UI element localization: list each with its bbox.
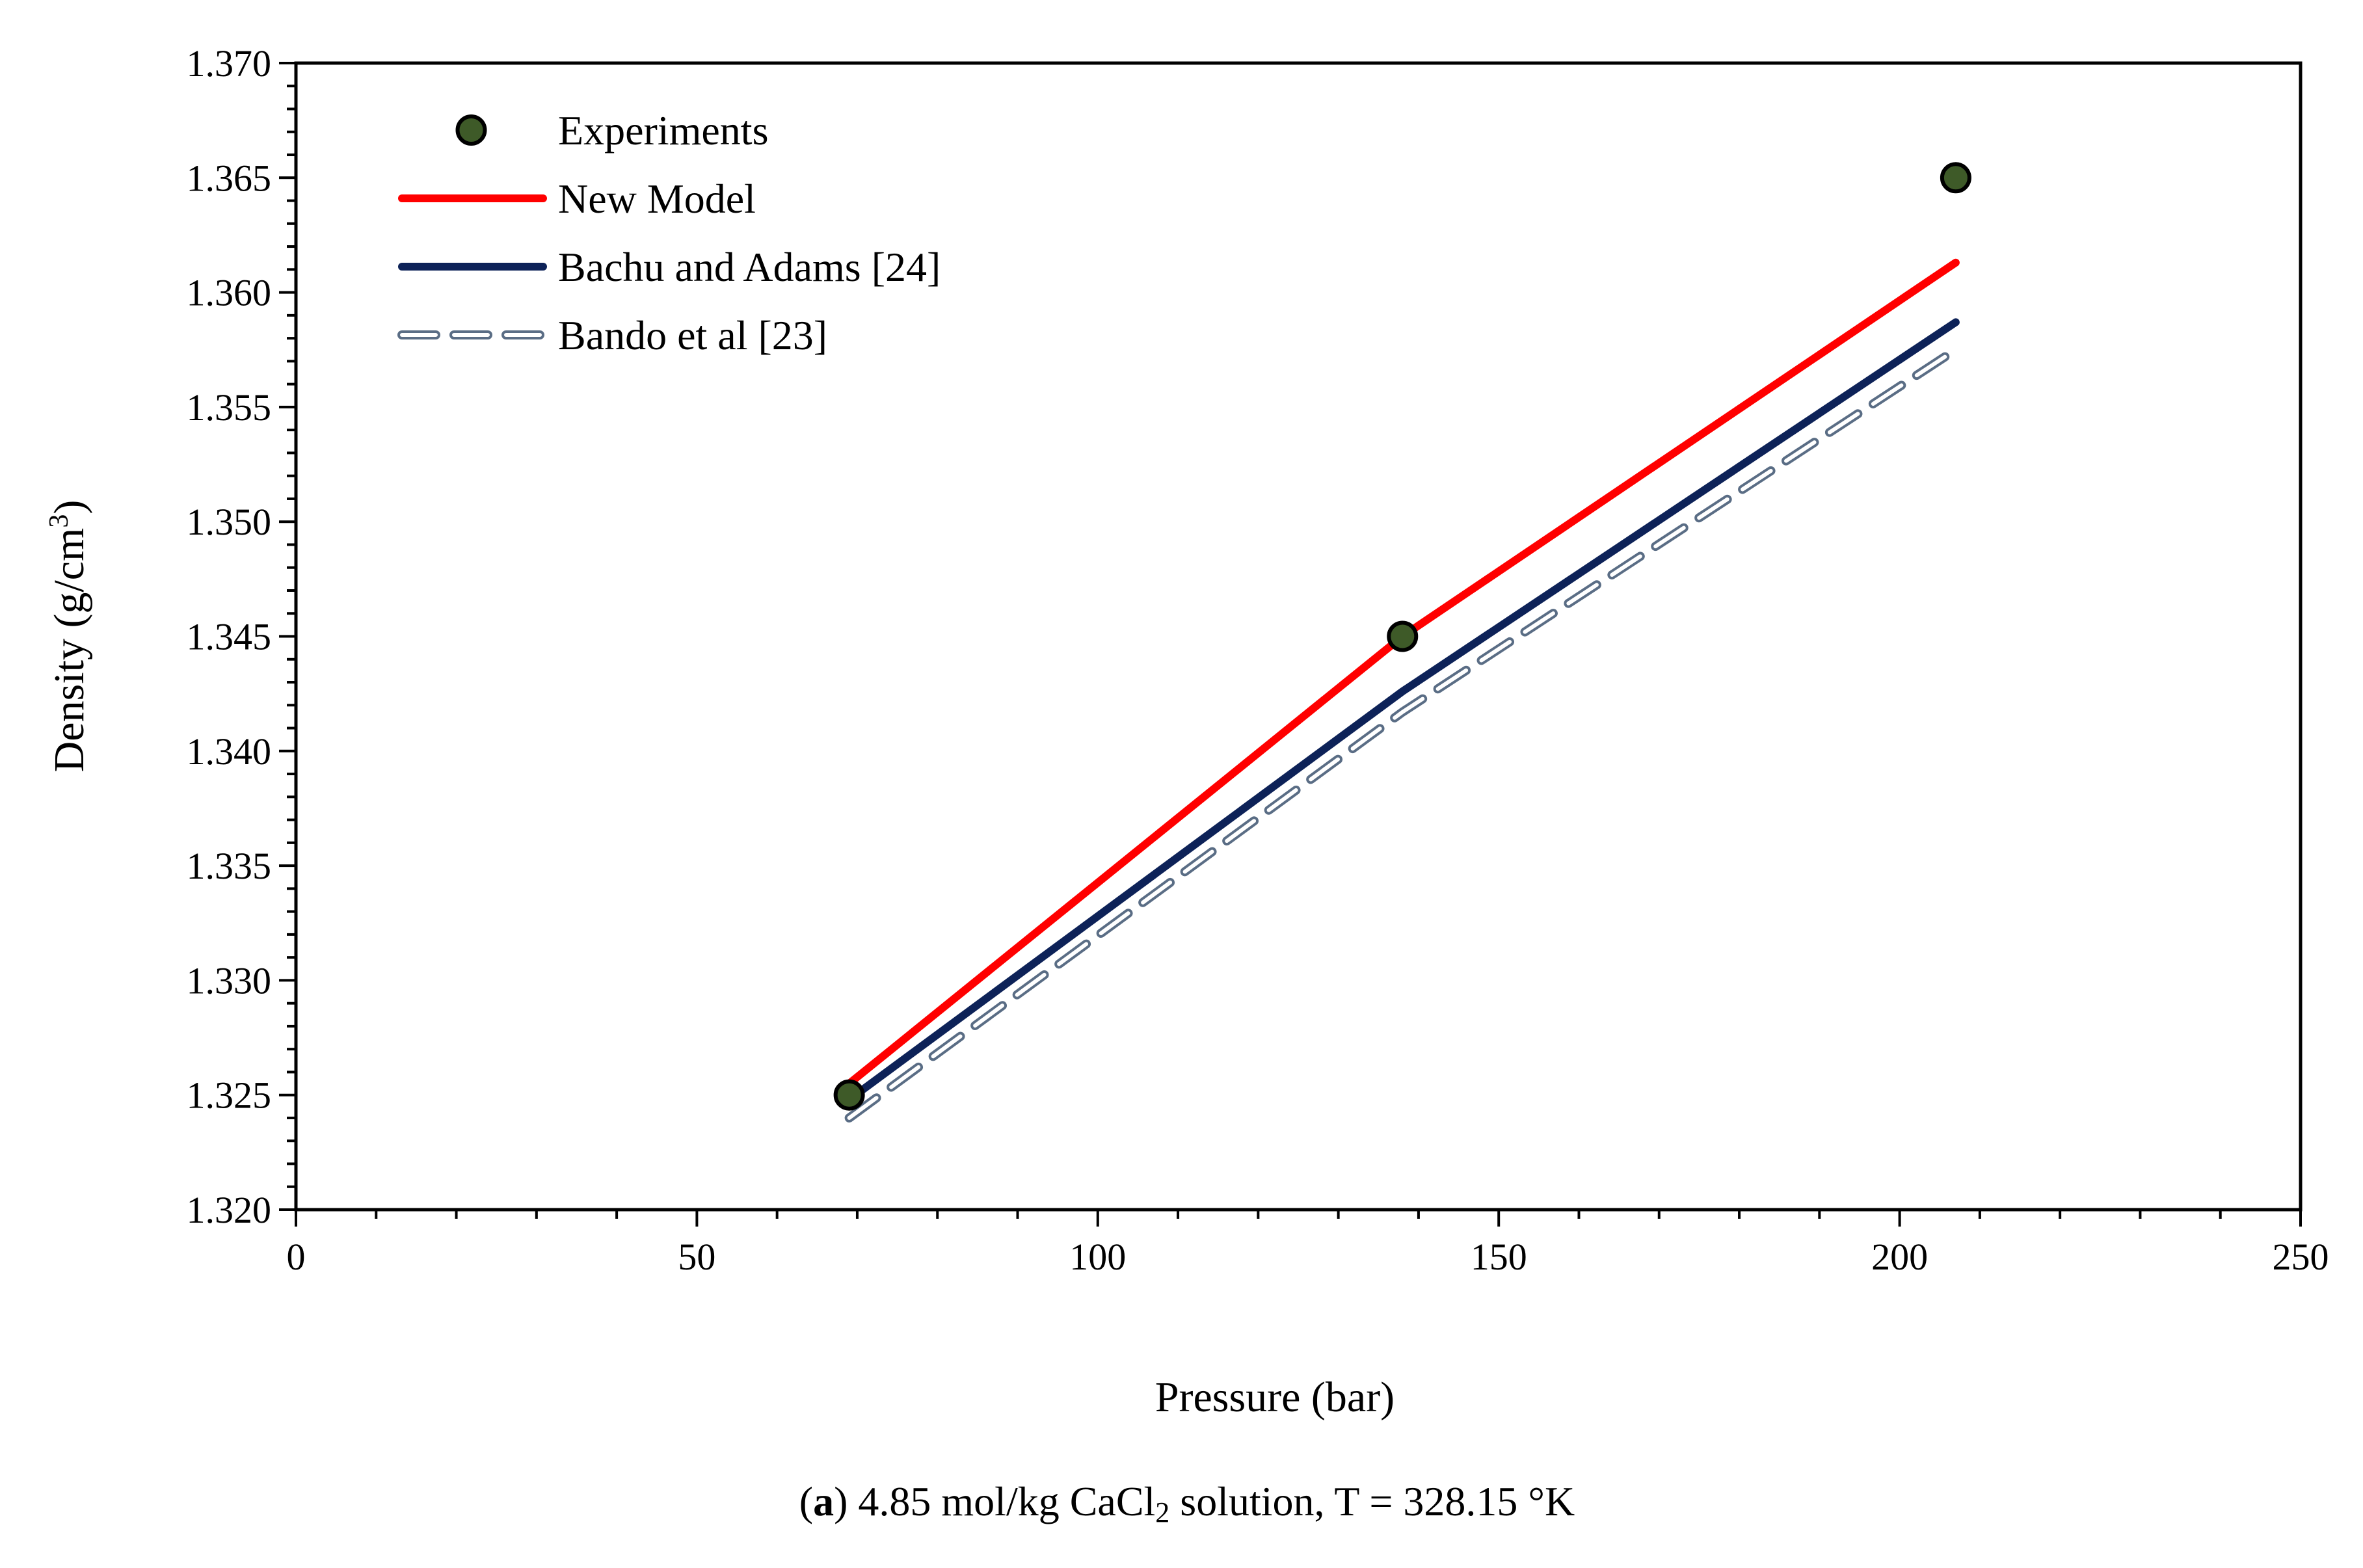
y-axis-title-superscript: 3 — [44, 514, 74, 528]
y-axis-title-end: ) — [46, 500, 93, 514]
x-tick-label: 0 — [287, 1236, 306, 1278]
figure-caption: (a) 4.85 mol/kg CaCl2 solution, T = 328.… — [799, 1478, 1575, 1528]
legend-label: New Model — [558, 176, 756, 222]
y-tick-label: 1.340 — [187, 730, 272, 773]
caption-label: a — [813, 1478, 834, 1524]
y-tick-label: 1.355 — [187, 386, 272, 429]
y-tick-label: 1.325 — [187, 1074, 272, 1117]
x-axis-title: Pressure (bar) — [1155, 1374, 1395, 1421]
y-tick-label: 1.365 — [187, 157, 272, 199]
y-tick-label: 1.335 — [187, 845, 272, 887]
caption-text: ) 4.85 mol/kg CaCl — [834, 1478, 1155, 1524]
legend-label: Experiments — [558, 107, 768, 153]
series-layer — [833, 162, 1971, 1123]
x-tick-label: 200 — [1871, 1236, 1928, 1278]
series-line-bando-et-al-23 — [844, 345, 1960, 1123]
data-point-experiments — [1387, 620, 1419, 652]
y-tick-label: 1.370 — [187, 42, 272, 85]
x-tick-label: 50 — [678, 1236, 715, 1278]
data-point-experiments — [833, 1079, 865, 1111]
x-axis-ticks — [295, 1210, 2302, 1227]
legend-marker-experiments — [455, 114, 487, 146]
y-tick-label: 1.330 — [187, 959, 272, 1002]
y-axis-tick-labels: 1.320 1.325 1.330 1.335 1.340 1.345 1.350 1.355… — [187, 42, 272, 1231]
y-tick-label: 1.360 — [187, 272, 272, 314]
x-tick-label: 100 — [1069, 1236, 1126, 1278]
series-line-bachu-and-adams-24 — [845, 318, 1960, 1104]
x-tick-label: 150 — [1471, 1236, 1527, 1278]
y-axis-ticks — [279, 62, 296, 1211]
y-axis-title-main: Density (g/cm — [46, 528, 93, 773]
data-point-experiments — [1940, 162, 1971, 194]
x-axis-tick-labels: 0 50 100 150 200 250 — [287, 1236, 2329, 1278]
legend-label: Bando et al [23] — [558, 312, 827, 358]
caption-open: ( — [799, 1478, 813, 1524]
legend: Experiments New Model Bachu and Adams [24]… — [397, 107, 941, 358]
y-tick-label: 1.320 — [187, 1189, 272, 1231]
caption-subscript: 2 — [1155, 1496, 1169, 1528]
y-axis-title: Density (g/cm3) — [44, 500, 93, 773]
x-tick-label: 250 — [2273, 1236, 2329, 1278]
series-dash-inner — [847, 347, 1958, 1120]
legend-label: Bachu and Adams [24] — [558, 244, 941, 290]
y-tick-label: 1.350 — [187, 501, 272, 543]
caption-end: solution, T = 328.15 °K — [1169, 1478, 1575, 1524]
y-tick-label: 1.345 — [187, 616, 272, 658]
